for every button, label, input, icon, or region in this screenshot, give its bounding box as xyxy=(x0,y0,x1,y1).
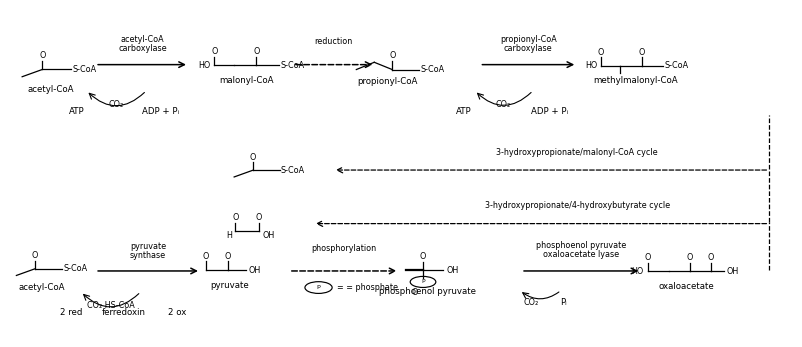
Text: CO₂ HS-CoA: CO₂ HS-CoA xyxy=(87,302,135,310)
Text: OH: OH xyxy=(727,267,739,276)
Text: ATP: ATP xyxy=(69,107,84,116)
Text: O: O xyxy=(598,48,605,57)
Text: O: O xyxy=(232,213,238,222)
Text: P: P xyxy=(317,285,321,290)
Text: methylmalonyl-CoA: methylmalonyl-CoA xyxy=(593,76,678,85)
Text: O: O xyxy=(211,47,217,56)
Text: pyruvate: pyruvate xyxy=(130,242,166,251)
Text: ATP: ATP xyxy=(456,107,472,116)
Text: OH: OH xyxy=(262,231,274,240)
Text: S-CoA: S-CoA xyxy=(281,166,305,175)
Text: O: O xyxy=(225,252,231,261)
Text: = = phosphate: = = phosphate xyxy=(337,283,398,292)
Text: HO: HO xyxy=(631,267,644,276)
Text: CO₂: CO₂ xyxy=(523,298,538,307)
Text: CO₂: CO₂ xyxy=(108,100,124,109)
Text: phosphoenol pyruvate: phosphoenol pyruvate xyxy=(379,287,476,296)
Text: acetyl-CoA: acetyl-CoA xyxy=(18,283,65,292)
Text: oxaloacetate lyase: oxaloacetate lyase xyxy=(543,250,619,259)
Text: O: O xyxy=(638,48,645,57)
Text: P: P xyxy=(421,279,425,285)
Text: O: O xyxy=(411,288,418,297)
Text: O: O xyxy=(644,253,650,262)
Text: O: O xyxy=(256,213,262,222)
Text: reduction: reduction xyxy=(314,37,353,46)
Text: CO₂: CO₂ xyxy=(496,100,511,109)
Text: 2 ox: 2 ox xyxy=(168,308,186,317)
Text: acetyl-CoA: acetyl-CoA xyxy=(27,85,74,94)
Text: S-CoA: S-CoA xyxy=(665,61,689,70)
Text: carboxylase: carboxylase xyxy=(118,43,167,52)
Text: synthase: synthase xyxy=(130,251,166,260)
Text: pyruvate: pyruvate xyxy=(210,281,249,290)
Text: H: H xyxy=(226,231,232,240)
Text: carboxylase: carboxylase xyxy=(504,43,553,52)
Text: HO: HO xyxy=(198,61,210,70)
Text: 3-hydroxypropionate/4-hydroxybutyrate cycle: 3-hydroxypropionate/4-hydroxybutyrate cy… xyxy=(484,202,670,211)
Text: O: O xyxy=(202,252,209,261)
Text: OH: OH xyxy=(249,265,261,274)
Text: O: O xyxy=(419,252,426,261)
Text: S-CoA: S-CoA xyxy=(281,61,305,70)
Text: Pᵢ: Pᵢ xyxy=(561,298,567,307)
Text: oxaloacetate: oxaloacetate xyxy=(658,282,714,291)
Text: O: O xyxy=(39,51,46,60)
Text: S-CoA: S-CoA xyxy=(63,264,87,273)
Text: O: O xyxy=(253,47,260,56)
Text: S-CoA: S-CoA xyxy=(73,65,97,74)
Text: 3-hydroxypropionate/malonyl-CoA cycle: 3-hydroxypropionate/malonyl-CoA cycle xyxy=(496,148,658,157)
Text: OH: OH xyxy=(446,266,458,275)
Text: O: O xyxy=(32,251,38,260)
Text: HO: HO xyxy=(585,61,597,70)
Text: S-CoA: S-CoA xyxy=(420,65,444,74)
Text: phosphorylation: phosphorylation xyxy=(312,244,377,253)
Text: ferredoxin: ferredoxin xyxy=(102,308,146,317)
Text: phosphoenol pyruvate: phosphoenol pyruvate xyxy=(536,241,626,250)
Text: O: O xyxy=(249,153,256,162)
Text: propionyl-CoA: propionyl-CoA xyxy=(500,35,557,44)
Text: acetyl-CoA: acetyl-CoA xyxy=(120,35,164,44)
Text: ADP + Pᵢ: ADP + Pᵢ xyxy=(142,107,180,116)
Text: O: O xyxy=(389,51,395,60)
Text: ADP + Pᵢ: ADP + Pᵢ xyxy=(532,107,569,116)
Text: malonyl-CoA: malonyl-CoA xyxy=(219,76,273,85)
Text: propionyl-CoA: propionyl-CoA xyxy=(358,77,418,86)
Text: O: O xyxy=(708,253,715,262)
Text: O: O xyxy=(687,253,693,262)
Text: 2 red: 2 red xyxy=(60,308,83,317)
